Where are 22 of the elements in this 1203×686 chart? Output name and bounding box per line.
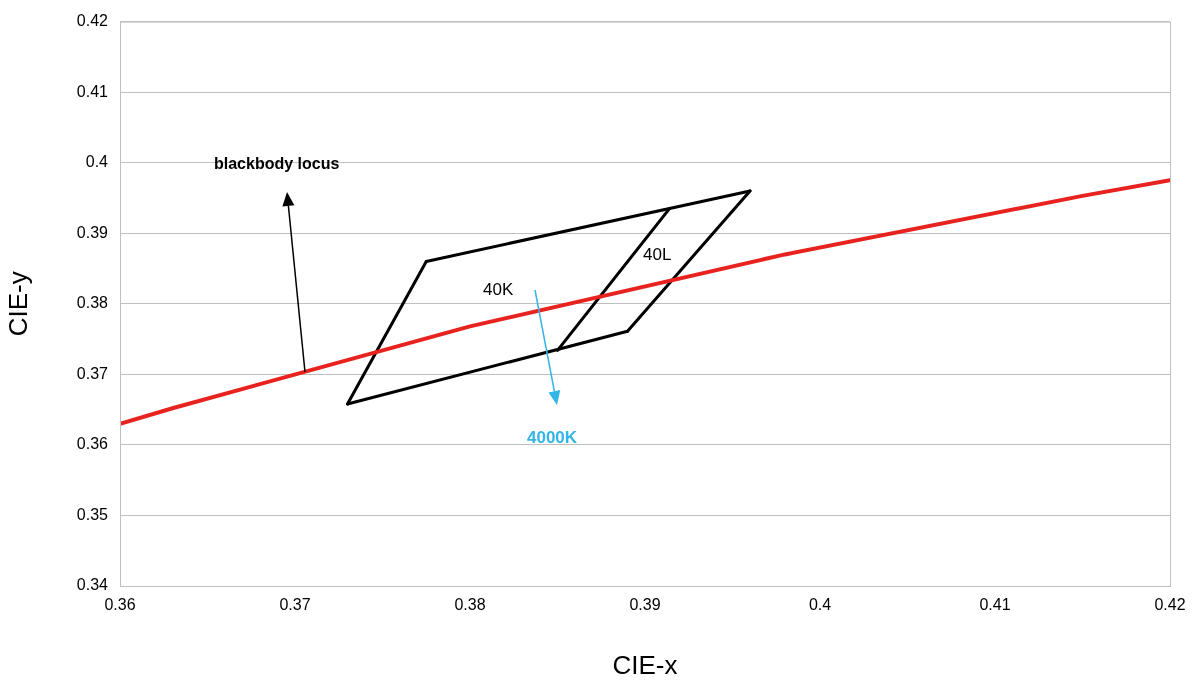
y-tick-label: 0.4 — [85, 153, 109, 171]
y-tick-label: 0.35 — [76, 505, 109, 523]
annotation: 4000K — [527, 427, 578, 447]
y-tick-label: 0.34 — [76, 576, 109, 594]
y-tick-label: 0.37 — [76, 364, 109, 382]
annotation: 40L — [643, 244, 672, 264]
x-tick-label: 0.39 — [629, 596, 661, 614]
x-tick-label: 0.36 — [104, 596, 136, 614]
annotation: blackbody locus — [214, 155, 340, 173]
x-tick-label: 0.38 — [454, 596, 486, 614]
y-tick-label: 0.36 — [76, 435, 109, 453]
annotation: 40K — [483, 279, 514, 299]
y-tick-label: 0.39 — [76, 223, 109, 241]
y-tick-label: 0.38 — [76, 294, 109, 312]
y-axis-title: CIE-y — [2, 271, 33, 337]
x-axis-title: CIE-x — [612, 649, 678, 680]
y-tick-label: 0.42 — [76, 12, 109, 30]
x-tick-label: 0.41 — [979, 596, 1011, 614]
x-tick-label: 0.37 — [279, 596, 311, 614]
x-tick-label: 0.4 — [808, 596, 832, 614]
y-tick-label: 0.41 — [76, 82, 109, 100]
x-tick-label: 0.42 — [1154, 596, 1186, 614]
